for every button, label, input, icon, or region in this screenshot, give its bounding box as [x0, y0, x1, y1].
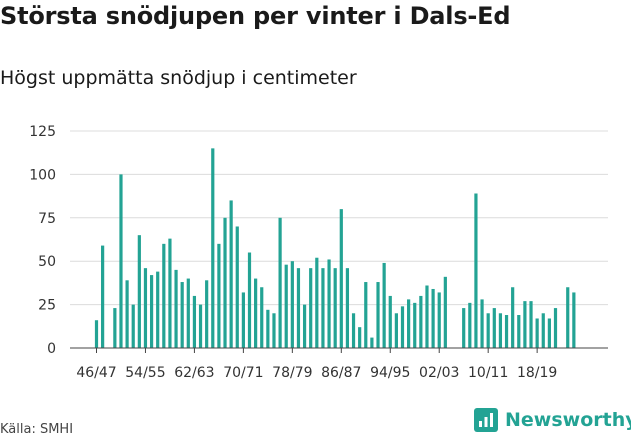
- bar: [517, 315, 521, 348]
- bar: [309, 268, 313, 348]
- bar: [351, 313, 356, 348]
- x-tick-label: 46/47: [76, 365, 116, 381]
- bar: [480, 299, 484, 348]
- bar: [474, 193, 478, 348]
- bar: [468, 302, 472, 348]
- x-tick-label: 54/55: [125, 365, 165, 381]
- bar: [278, 217, 282, 348]
- bar: [241, 292, 245, 348]
- bar: [400, 306, 405, 348]
- bar: [492, 308, 496, 348]
- bar: [333, 268, 337, 348]
- bar: [431, 288, 435, 348]
- bar: [443, 276, 447, 348]
- bar: [125, 280, 129, 348]
- bar: [168, 238, 172, 348]
- bar: [419, 295, 423, 348]
- bar: [388, 295, 392, 348]
- bar: [345, 268, 350, 348]
- bar: [101, 245, 105, 348]
- bar: [547, 318, 551, 348]
- bar: [296, 268, 301, 348]
- bar: [376, 282, 380, 348]
- bar: [149, 275, 154, 348]
- bar: [235, 226, 239, 348]
- bar: [162, 243, 166, 348]
- bar: [131, 304, 135, 348]
- x-tick-label: 70/71: [223, 365, 263, 381]
- bar: [394, 313, 398, 348]
- bar: [327, 259, 331, 348]
- bar: [382, 262, 386, 348]
- bar: [266, 309, 270, 348]
- x-tick-label: 02/03: [419, 365, 459, 381]
- bar: [302, 304, 307, 348]
- chart-subtitle: Högst uppmätta snödjup i centimeter: [0, 67, 357, 89]
- chart-title: Största snödjupen per vinter i Dals-Ed: [0, 2, 511, 30]
- bar: [437, 292, 441, 348]
- bar: [180, 282, 184, 348]
- bar: [553, 308, 558, 348]
- bar: [174, 269, 178, 348]
- x-tick-label: 86/87: [321, 365, 361, 381]
- bar: [223, 217, 227, 348]
- bar: [217, 243, 221, 348]
- bar: [156, 271, 160, 348]
- x-tick-label: 94/95: [370, 365, 410, 381]
- brand-name: Newsworthy: [505, 409, 631, 431]
- bar: [321, 268, 325, 348]
- x-tick-label: 18/19: [517, 365, 557, 381]
- bar: [205, 280, 209, 348]
- bar: [229, 200, 233, 348]
- bar: [425, 285, 429, 348]
- bar: [198, 304, 203, 348]
- bar: [186, 278, 190, 348]
- bar: [260, 287, 264, 348]
- bar: [523, 301, 527, 348]
- y-tick-label: 0: [47, 341, 56, 357]
- bar: [137, 235, 141, 348]
- y-tick-label: 125: [29, 124, 56, 140]
- y-tick-label: 50: [38, 254, 56, 270]
- y-tick-label: 25: [38, 298, 56, 314]
- bar: [143, 268, 148, 348]
- bar: [254, 278, 258, 348]
- bar: [504, 315, 509, 348]
- y-tick-label: 100: [29, 167, 56, 183]
- bar: [370, 337, 374, 348]
- bar: [192, 295, 197, 348]
- bar: [498, 313, 503, 348]
- x-tick-label: 78/79: [272, 365, 312, 381]
- bar: [339, 209, 343, 348]
- bar: [511, 287, 515, 348]
- bar: [486, 313, 490, 348]
- bar: [413, 302, 417, 348]
- bar: [315, 257, 319, 348]
- y-tick-label: 75: [38, 211, 56, 227]
- x-tick-label: 10/11: [468, 365, 508, 381]
- newsworthy-brand[interactable]: Newsworthy: [474, 408, 631, 432]
- bar: [290, 261, 294, 348]
- bar: [119, 174, 123, 348]
- source-note: Källa: SMHI: [0, 422, 74, 437]
- newsworthy-logo-icon: [474, 408, 498, 432]
- bar: [358, 327, 362, 348]
- bar: [462, 308, 466, 348]
- bar: [572, 292, 576, 348]
- bar: [272, 313, 276, 348]
- bar: [535, 318, 539, 348]
- bar: [284, 264, 288, 348]
- bar: [113, 308, 117, 348]
- bar: [247, 252, 252, 348]
- bar: [529, 301, 533, 348]
- bar: [407, 299, 411, 348]
- bar: [364, 282, 368, 348]
- bar: [94, 320, 99, 348]
- bar: [541, 313, 545, 348]
- x-tick-label: 62/63: [174, 365, 214, 381]
- bar: [211, 148, 215, 348]
- bar: [566, 287, 570, 348]
